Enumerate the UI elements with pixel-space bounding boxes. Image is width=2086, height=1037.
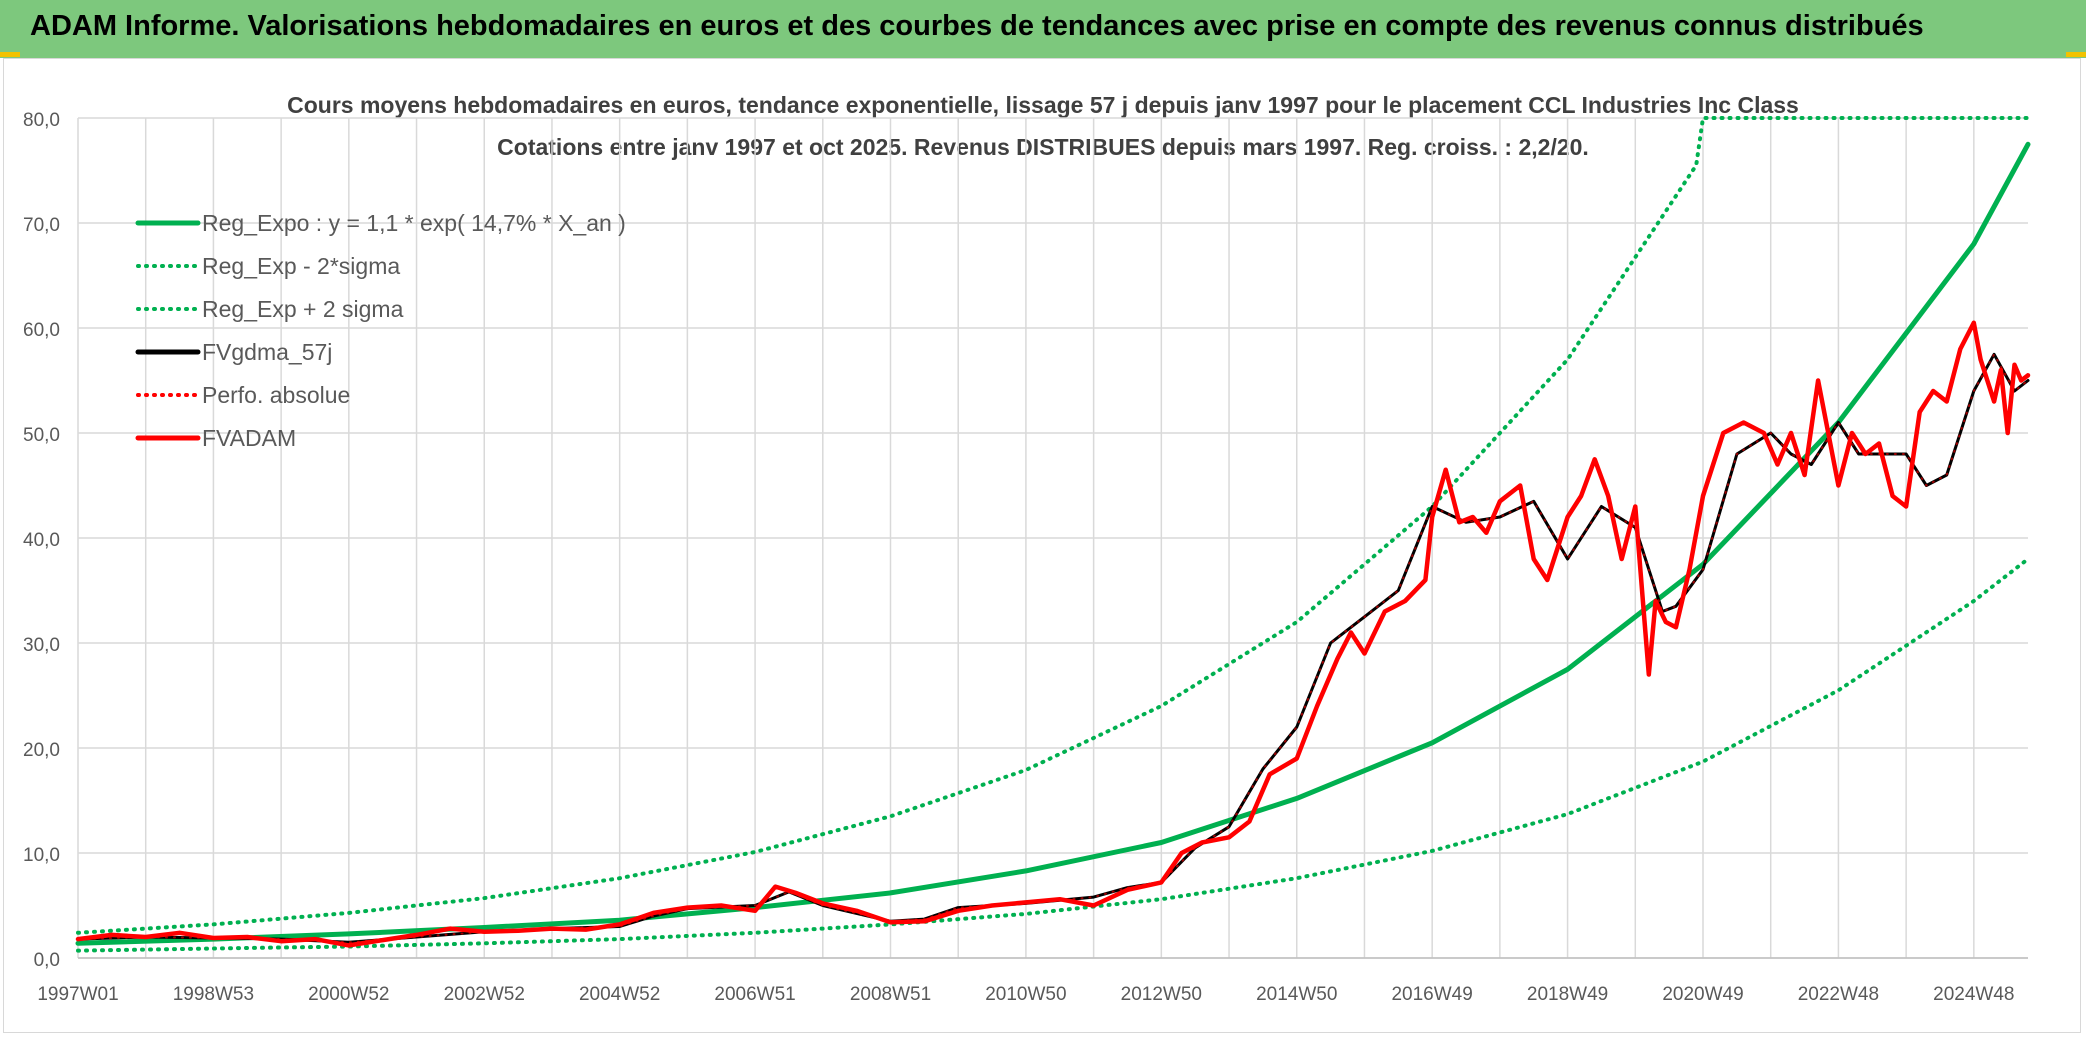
chart-title: Cours moyens hebdomadaires en euros, ten…: [287, 92, 1799, 118]
title-banner: ADAM Informe. Valorisations hebdomadaire…: [0, 0, 2086, 58]
x-tick-label: 1997W01: [37, 984, 118, 1005]
series-line-0: [75, 141, 2031, 946]
legend-label: Reg_Exp - 2*sigma: [202, 253, 400, 279]
x-tick-label: 2020W49: [1662, 984, 1743, 1005]
series-line-3: [76, 352, 2030, 944]
series-line-2: [76, 116, 2030, 935]
x-tick-label: 2014W50: [1256, 984, 1337, 1005]
y-tick-label: 40,0: [23, 530, 60, 551]
y-tick-label: 30,0: [23, 635, 60, 656]
x-tick-label: 2006W51: [714, 984, 795, 1005]
x-tick-label: 2004W52: [579, 984, 660, 1005]
y-tick-label: 10,0: [23, 845, 60, 866]
legend-label: Reg_Exp + 2 sigma: [202, 296, 404, 322]
gridlines: [77, 117, 2028, 959]
legend-label: Reg_Expo : y = 1,1 * exp( 14,7% * X_an ): [202, 210, 626, 236]
x-tick-label: 2000W52: [308, 984, 389, 1005]
y-tick-label: 20,0: [23, 740, 60, 761]
chart-subtitle: Cotations entre janv 1997 et oct 2025. R…: [497, 134, 1589, 160]
series-line-1: [76, 557, 2030, 953]
x-tick-label: 2012W50: [1121, 984, 1202, 1005]
x-tick-label: 2002W52: [444, 984, 525, 1005]
y-tick-label: 80,0: [23, 110, 60, 131]
legend-label: Perfo. absolue: [202, 382, 350, 408]
x-tick-label: 1998W53: [173, 984, 254, 1005]
x-tick-label: 2024W48: [1933, 984, 2014, 1005]
legend-label: FVgdma_57j: [202, 339, 332, 365]
series-line-4: [77, 353, 2029, 944]
series-line-5: [75, 320, 2031, 948]
y-tick-label: 70,0: [23, 215, 60, 236]
page-title: ADAM Informe. Valorisations hebdomadaire…: [30, 10, 1924, 42]
x-tick-label: 2010W50: [985, 984, 1066, 1005]
chart-frame: [3, 58, 2081, 1033]
axes: 0,0 10,0 20,0 30,0 40,0 50,0 60,0 70,0 80,0 1997W…: [23, 110, 2028, 1005]
x-tick-label: 2018W49: [1527, 984, 1608, 1005]
series-layer: [75, 116, 2031, 953]
legend: Reg_Expo : y = 1,1 * exp( 14,7% * X_an )…: [135, 210, 626, 451]
x-tick-label: 2016W49: [1391, 984, 1472, 1005]
x-tick-label: 2008W51: [850, 984, 931, 1005]
legend-label: FVADAM: [202, 425, 296, 451]
y-tick-label: 0,0: [34, 950, 60, 971]
y-tick-label: 60,0: [23, 320, 60, 341]
x-tick-label: 2022W48: [1798, 984, 1879, 1005]
y-tick-label: 50,0: [23, 425, 60, 446]
banner-accent-right: [2066, 52, 2086, 57]
banner-accent-left: [0, 52, 20, 57]
